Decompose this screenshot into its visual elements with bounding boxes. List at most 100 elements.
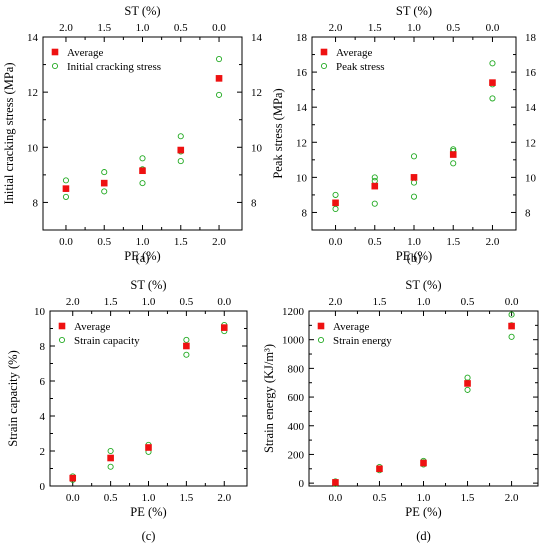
y-tick-label: 4 [40, 411, 46, 423]
top-x-tick-label: 0.0 [217, 296, 231, 308]
x-tick-label: 0.0 [329, 492, 343, 504]
legend-average-marker [317, 322, 325, 330]
y-tick-label: 600 [288, 392, 305, 404]
average-point [215, 75, 223, 82]
x-axis-title: PE (%) [396, 249, 432, 263]
top-x-tick-label: 0.5 [174, 22, 188, 34]
legend-average-marker [51, 48, 59, 56]
sample-point [139, 155, 146, 162]
top-x-tick-label: 1.0 [417, 296, 431, 308]
x-tick-label: 1.0 [407, 236, 421, 248]
y-tick-label: 1200 [282, 306, 305, 318]
top-x-tick-label: 1.5 [368, 22, 382, 34]
top-x-tick-label: 1.0 [142, 296, 156, 308]
y-tick-label: 10 [34, 306, 46, 318]
sample-point [410, 179, 418, 186]
top-x-tick-label: 2.0 [59, 22, 73, 34]
top-x-axis-title: ST (%) [130, 278, 166, 292]
right-y-tick-label: 10 [251, 142, 263, 154]
y-tick-label: 200 [288, 449, 305, 461]
top-x-tick-label: 1.0 [407, 22, 421, 34]
x-tick-label: 0.0 [59, 236, 73, 248]
panel-caption: (d) [416, 529, 431, 543]
legend-average-marker [58, 322, 66, 330]
right-y-tick-label: 12 [251, 87, 262, 99]
sample-point [183, 351, 190, 358]
x-axis-title: PE (%) [130, 505, 166, 519]
sample-point [450, 160, 457, 167]
right-y-tick-label: 14 [251, 32, 263, 44]
average-point [139, 167, 146, 175]
average-point [489, 79, 496, 86]
y-tick-label: 6 [40, 376, 46, 388]
sample-point [464, 386, 471, 393]
average-point [220, 324, 228, 331]
sample-point [183, 336, 190, 343]
y-tick-label: 400 [288, 421, 305, 433]
top-x-tick-label: 1.5 [104, 296, 118, 308]
top-x-tick-label: 0.5 [180, 296, 194, 308]
y-axis-title: Strain energy (KJ/m³) [262, 344, 276, 453]
average-point [69, 474, 77, 482]
average-point [371, 182, 379, 190]
y-tick-label: 800 [288, 363, 305, 375]
y-tick-label: 14 [296, 102, 308, 114]
x-tick-label: 1.0 [142, 492, 156, 504]
average-point [145, 444, 152, 451]
top-x-tick-label: 1.0 [136, 22, 150, 34]
right-y-tick-label: 16 [525, 67, 537, 79]
y-tick-label: 14 [27, 32, 39, 44]
right-y-tick-label: 10 [525, 172, 537, 184]
x-tick-label: 1.5 [446, 236, 460, 248]
sample-point [410, 193, 418, 200]
x-axis-title: PE (%) [405, 505, 441, 519]
sample-point [508, 311, 515, 318]
top-x-tick-label: 2.0 [329, 22, 343, 34]
legend-average-label: Average [336, 47, 373, 59]
average-point [332, 479, 339, 486]
top-x-tick-label: 0.0 [505, 296, 519, 308]
chart-panel-0: 0.0 2.0 0.5 1.5 1.0 1.0 1.5 0.5 2.0 0.0 8 8 10 10 12 12… [2, 4, 263, 265]
right-y-tick-label: 12 [525, 137, 536, 149]
legend-average-label: Average [333, 321, 370, 333]
chart-panel-3: 0.0 2.0 0.5 1.5 1.0 1.0 1.5 0.5 2.0 0.0 0 200 400 600… [262, 278, 539, 543]
sample-point [332, 191, 339, 198]
average-point [107, 454, 114, 462]
sample-point [489, 95, 496, 102]
top-x-axis-title: ST (%) [124, 4, 160, 18]
sample-point [489, 60, 496, 67]
chart-panel-2: 0.0 2.0 0.5 1.5 1.0 1.0 1.5 0.5 2.0 0.0 0 2 4 6 8 10 PE … [6, 278, 248, 543]
average-point [62, 185, 70, 192]
y-tick-label: 8 [302, 207, 308, 219]
x-tick-label: 1.0 [417, 492, 431, 504]
y-tick-label: 10 [296, 172, 308, 184]
panel-caption: (a) [136, 251, 150, 265]
sample-point [464, 374, 471, 381]
x-tick-label: 1.5 [180, 492, 194, 504]
y-axis-title: Peak stress (MPa) [271, 88, 285, 178]
right-y-tick-label: 8 [251, 197, 257, 209]
x-tick-label: 0.5 [373, 492, 387, 504]
x-tick-label: 2.0 [212, 236, 226, 248]
average-point [183, 342, 190, 350]
y-tick-label: 0 [40, 481, 46, 493]
sample-point [139, 180, 146, 187]
x-tick-label: 0.0 [329, 236, 343, 248]
sample-point [508, 333, 515, 340]
legend-average-label: Average [74, 321, 111, 333]
average-point [100, 179, 108, 187]
x-tick-label: 0.0 [66, 492, 80, 504]
y-tick-label: 10 [27, 142, 39, 154]
x-axis-title: PE (%) [124, 249, 160, 263]
sample-point [101, 169, 108, 176]
legend-average-marker [320, 48, 328, 56]
y-axis-title: Initial cracking stress (MPa) [2, 63, 16, 205]
x-tick-label: 1.5 [461, 492, 475, 504]
legend-sample-label: Initial cracking stress [67, 61, 161, 73]
y-tick-label: 2 [40, 446, 46, 458]
average-point [177, 146, 185, 154]
sample-point [101, 188, 108, 195]
panel-caption: (c) [142, 529, 156, 543]
legend-sample-marker [317, 336, 325, 344]
